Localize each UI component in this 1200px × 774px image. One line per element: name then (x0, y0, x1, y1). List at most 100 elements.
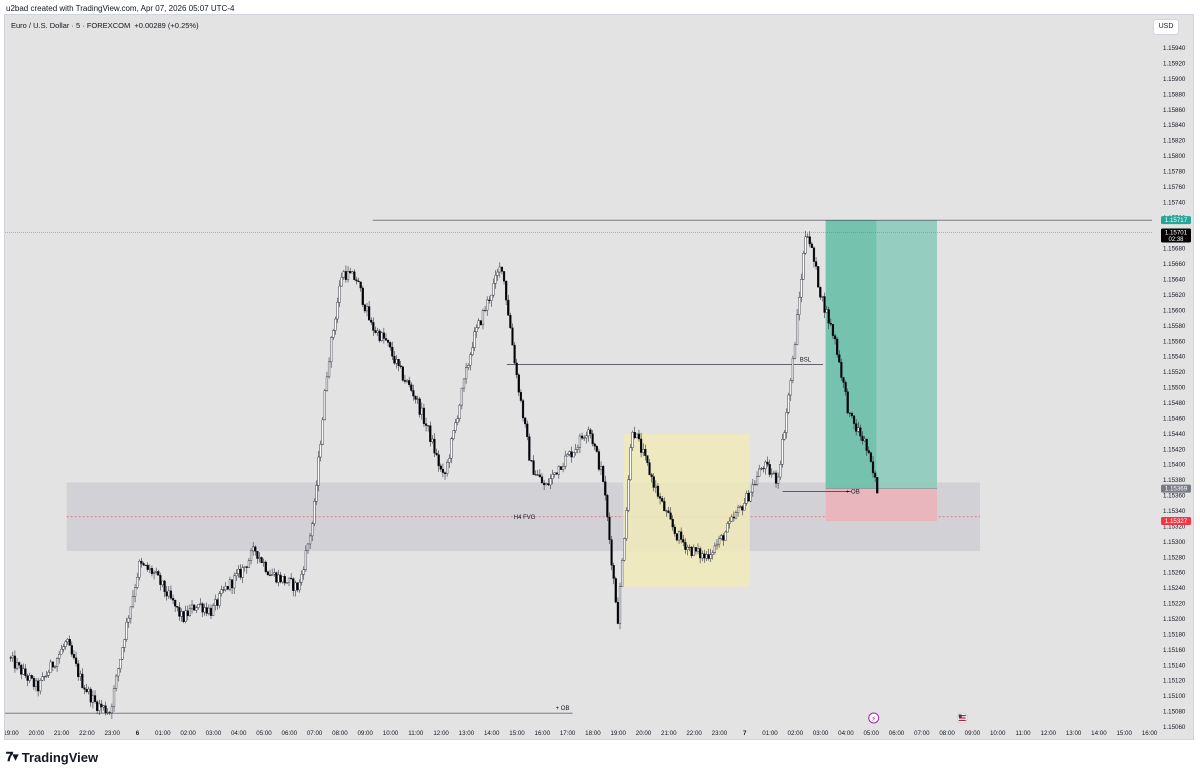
candle-body (247, 560, 251, 568)
candle-body (538, 474, 541, 478)
price-tick-label: 1.15540 (1163, 354, 1186, 361)
candle-body (629, 447, 632, 480)
candle-body (536, 474, 539, 476)
candle-body (85, 689, 88, 693)
candle-body (547, 483, 550, 486)
candle-body (680, 531, 683, 540)
candle-body (222, 589, 225, 591)
candle-body (821, 296, 824, 298)
currency-button[interactable]: USD (1153, 19, 1179, 35)
tradingview-footer: 𝟕▾ TradingView (6, 750, 98, 765)
candle-body (621, 560, 624, 587)
candle-body (420, 407, 423, 415)
time-tick-label: 18:00 (585, 730, 601, 737)
event-marker-icon (868, 712, 880, 724)
candle-body (848, 412, 851, 414)
candle-body (296, 582, 299, 591)
candle-body (707, 554, 710, 559)
candle-body (808, 236, 811, 245)
candle-body (728, 520, 731, 524)
candle-body (559, 466, 563, 470)
candle-body (106, 712, 109, 714)
candle-body (857, 427, 860, 432)
candle-body (171, 597, 175, 601)
candle-body (736, 507, 740, 513)
price-tick-label: 1.15380 (1163, 477, 1186, 484)
candle-body (361, 287, 364, 305)
candle-body (793, 344, 797, 359)
candle-body (199, 603, 202, 605)
candle-body (789, 380, 792, 396)
candle-body (637, 433, 641, 440)
candle-body (511, 327, 514, 346)
candle-body (608, 516, 611, 540)
candle-body (304, 550, 307, 570)
price-label-text: 1.15327 (1165, 518, 1188, 525)
candle-body (745, 493, 748, 504)
candle-body (287, 577, 291, 583)
candle-body (802, 252, 805, 280)
candle-body (34, 680, 38, 687)
price-tick-label: 1.15080 (1163, 709, 1186, 716)
symbol-legend[interactable]: Euro / U.S. Dollar · 5 · FOREXCOM +0.002… (11, 21, 199, 30)
candle-body (557, 466, 560, 475)
price-tick-label: 1.15760 (1163, 184, 1186, 191)
candle-body (37, 680, 40, 692)
candle-body (298, 582, 301, 591)
candle-body (216, 599, 219, 606)
candle-body (543, 482, 546, 486)
candle-body (72, 654, 76, 659)
price-tick-label: 1.15740 (1163, 199, 1186, 206)
candle-body (349, 271, 352, 274)
candle-body (133, 587, 137, 597)
candle-body (467, 365, 470, 368)
candle-body (730, 516, 733, 522)
candle-body (606, 495, 609, 518)
candle-body (203, 607, 206, 613)
candle-body (555, 472, 558, 475)
candle-body (673, 526, 676, 534)
price-label-black (1161, 228, 1191, 243)
chart-frame[interactable]: H4 FVG BSL + OB + OB 1.15940 1.15920 1.15900 1.… (4, 14, 1194, 740)
time-tick-label: 11:00 (408, 730, 424, 737)
candle-body (403, 380, 407, 382)
candle-body (715, 543, 719, 547)
price-tick-label: 1.15500 (1163, 385, 1186, 392)
candle-body (283, 576, 286, 584)
candle-body (159, 575, 162, 585)
candle-body (357, 280, 360, 283)
candle-body (553, 472, 556, 475)
candle-body (256, 550, 259, 559)
price-tick-label: 1.15400 (1163, 462, 1186, 469)
candle-body (431, 438, 434, 442)
candle-body (271, 573, 274, 576)
candle-body (176, 606, 179, 608)
candle-body (838, 354, 841, 363)
candle-body (15, 662, 19, 669)
price-tick-label: 1.15140 (1163, 662, 1186, 669)
candle-body (372, 322, 375, 331)
candle-body (268, 574, 272, 576)
price-label-gray (1161, 484, 1191, 493)
candle-body (576, 447, 579, 450)
time-axis[interactable]: 19:00 20:00 21:00 22:00 23:00 6 01:00 02:00 03:0… (5, 730, 1158, 737)
price-axis[interactable]: 1.15940 1.15920 1.15900 1.15880 1.15860 1.158… (1163, 45, 1186, 731)
candle-body (585, 435, 588, 439)
candle-body (125, 621, 128, 640)
candle-body (787, 394, 790, 413)
candle-body (325, 376, 329, 391)
candle-body (475, 327, 478, 332)
candle-body (867, 450, 870, 453)
candle-body (53, 666, 57, 668)
candle-body (783, 432, 786, 440)
candle-body (437, 454, 440, 467)
price-tick-label: 1.15460 (1163, 415, 1186, 422)
time-tick-label: 14:00 (484, 730, 500, 737)
candle-body (781, 439, 784, 465)
candle-body (180, 611, 183, 617)
candle-body (193, 604, 196, 611)
candle-body (713, 545, 716, 553)
chart-credit: u2bad created with TradingView.com, Apr … (6, 4, 235, 13)
candle-body (696, 548, 700, 552)
